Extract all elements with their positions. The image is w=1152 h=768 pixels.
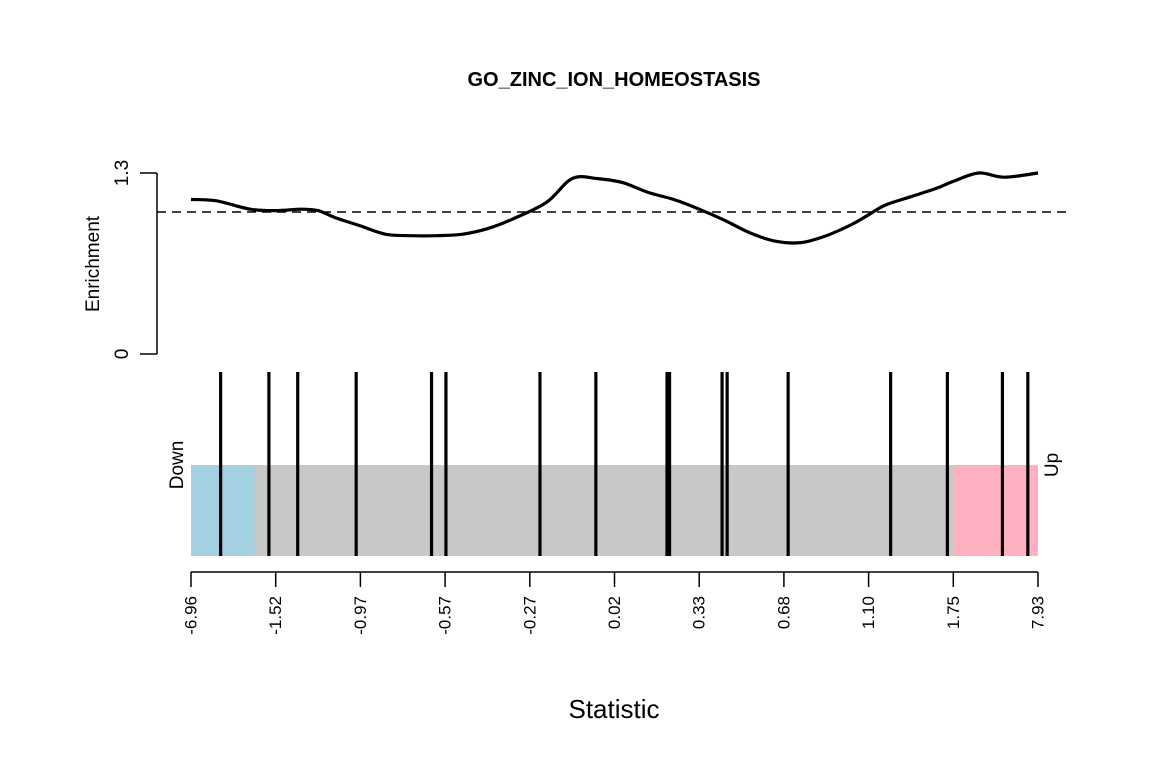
barcode-up-region xyxy=(953,465,1038,556)
enrichment-curve xyxy=(190,171,1039,245)
x-axis-label: Statistic xyxy=(568,694,659,724)
plot-layer: 0 1.3 -6.96 -1.52 -0.97 -0.57 -0.27 0.02 0.33 0.6… xyxy=(112,160,1068,635)
x-tick-label: -1.52 xyxy=(266,596,285,635)
x-tick-label: -6.96 xyxy=(182,596,201,635)
y-tick-label: 1.3 xyxy=(112,160,133,186)
x-tick-label: -0.27 xyxy=(520,596,539,635)
x-tick-label: 0.68 xyxy=(774,596,793,629)
y-tick-label: 0 xyxy=(112,349,133,360)
barcode-down-region xyxy=(191,465,255,556)
up-label: Up xyxy=(1042,453,1063,477)
x-tick-label: 1.10 xyxy=(859,596,878,629)
x-tick-label: 1.75 xyxy=(944,596,963,629)
down-label: Down xyxy=(167,441,188,490)
x-tick-label: 0.02 xyxy=(605,596,624,629)
x-tick-label: -0.57 xyxy=(436,596,455,635)
chart-title: GO_ZINC_ION_HOMEOSTASIS xyxy=(467,69,760,91)
x-tick-label: -0.97 xyxy=(351,596,370,635)
x-tick-label: 0.33 xyxy=(690,596,709,629)
barcode-middle-region xyxy=(191,465,1038,556)
x-tick-label: 7.93 xyxy=(1029,596,1048,629)
y-axis-label: Enrichment xyxy=(83,215,104,312)
